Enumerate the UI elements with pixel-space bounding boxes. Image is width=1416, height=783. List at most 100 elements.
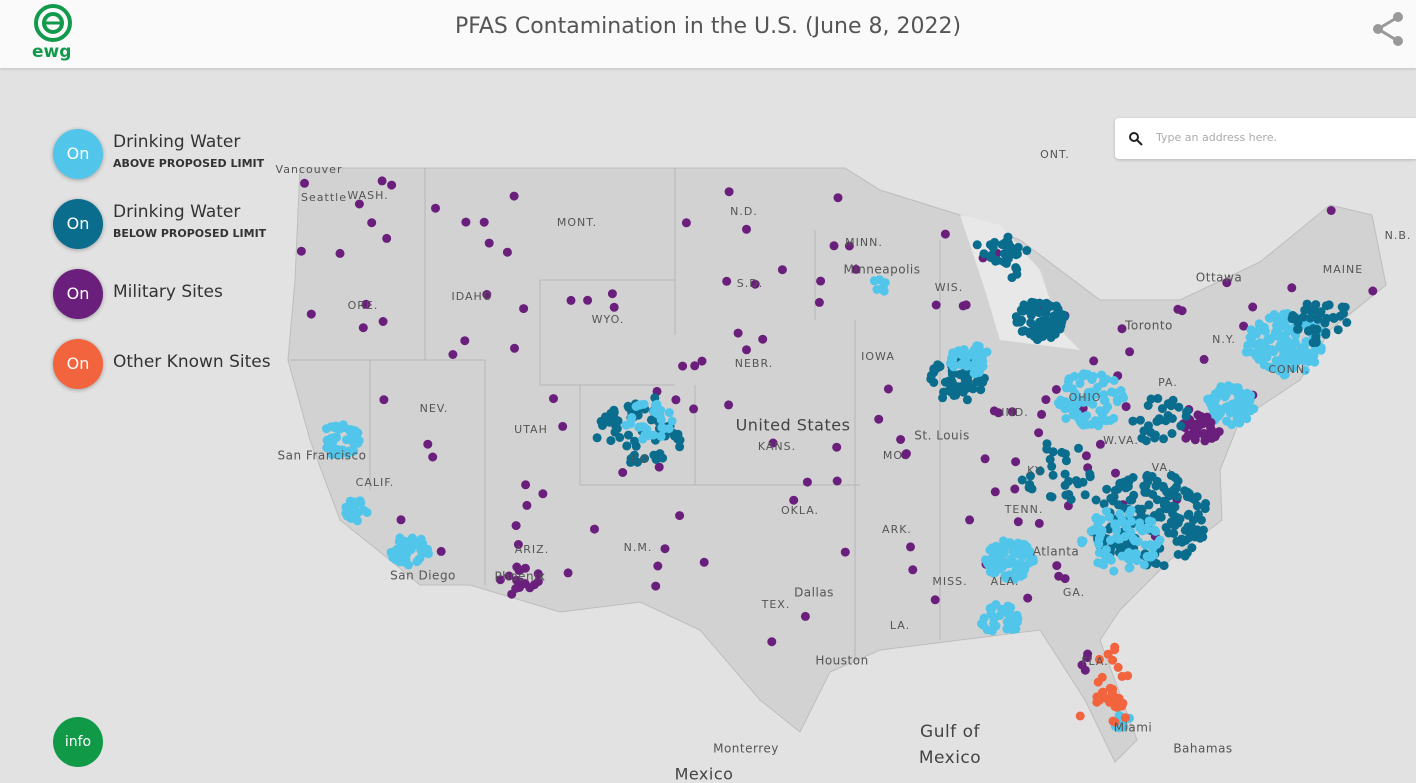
site-marker: [1167, 501, 1177, 511]
site-marker: [660, 544, 670, 554]
info-button[interactable]: info: [53, 717, 103, 767]
site-marker: [724, 187, 734, 197]
site-marker: [1061, 456, 1071, 466]
site-marker: [1275, 366, 1285, 376]
site-marker: [1311, 333, 1321, 343]
site-marker: [549, 394, 558, 404]
site-marker: [1213, 411, 1223, 421]
site-marker: [522, 500, 532, 510]
site-marker: [504, 571, 514, 581]
site-marker: [987, 543, 997, 553]
site-marker: [1281, 322, 1291, 332]
site-marker: [961, 300, 971, 310]
site-marker: [538, 489, 548, 499]
site-marker: [1135, 415, 1145, 425]
toggle-button[interactable]: On: [53, 129, 103, 179]
site-marker: [938, 393, 948, 403]
site-marker: [1252, 348, 1262, 358]
site-marker: [1053, 304, 1063, 314]
site-marker: [1110, 642, 1120, 652]
map-label: GA.: [1063, 586, 1085, 599]
site-marker: [699, 557, 709, 567]
map-label: Houston: [815, 654, 868, 668]
map-label: VA.: [1152, 461, 1173, 474]
site-marker: [1045, 320, 1055, 330]
legend-sublabel: BELOW PROPOSED LIMIT: [113, 227, 267, 240]
page-title: PFAS Contamination in the U.S. (June 8, …: [454, 14, 962, 39]
site-marker: [1045, 454, 1055, 464]
toggle-button[interactable]: On: [53, 269, 103, 319]
site-marker: [1061, 414, 1071, 423]
site-marker: [1002, 244, 1012, 254]
site-marker: [653, 561, 663, 571]
site-marker: [1071, 400, 1080, 410]
site-marker: [1300, 366, 1310, 375]
site-marker: [844, 241, 854, 251]
site-marker: [950, 350, 959, 360]
map-label: S.D.: [737, 277, 763, 290]
site-marker: [1005, 609, 1015, 619]
site-marker: [322, 443, 332, 453]
site-marker: [971, 346, 981, 356]
site-marker: [306, 309, 316, 319]
search-box[interactable]: Type an address here.: [1115, 118, 1416, 159]
map-label: Bahamas: [1173, 742, 1232, 756]
site-marker: [1245, 333, 1255, 342]
map-label: CO: [631, 453, 649, 466]
site-marker: [1329, 314, 1339, 323]
site-marker: [342, 435, 351, 445]
site-marker: [1289, 355, 1299, 365]
map-label: Gulf of: [920, 722, 980, 742]
site-marker: [592, 433, 602, 443]
site-marker: [415, 553, 425, 563]
site-marker: [1186, 493, 1196, 503]
site-marker: [1077, 396, 1087, 406]
map-label: OHIO: [1069, 391, 1102, 404]
legend-label: Other Known Sites: [113, 352, 271, 372]
site-marker: [624, 430, 633, 440]
site-marker: [509, 191, 519, 201]
site-marker: [1023, 593, 1033, 603]
site-marker: [1051, 385, 1061, 394]
share-button[interactable]: [1370, 11, 1406, 47]
site-marker: [1305, 313, 1315, 323]
site-marker: [1248, 302, 1258, 312]
site-marker: [646, 415, 656, 425]
legend-item: On Other Known Sites: [53, 339, 293, 391]
toggle-button[interactable]: On: [53, 199, 103, 249]
toggle-button[interactable]: On: [53, 339, 103, 389]
site-marker: [1082, 653, 1092, 663]
site-marker: [1100, 396, 1110, 406]
site-marker: [1017, 315, 1027, 325]
site-marker: [1099, 560, 1109, 570]
site-marker: [1109, 388, 1119, 398]
site-marker: [990, 487, 1000, 497]
site-marker: [1119, 393, 1128, 403]
site-marker: [1109, 376, 1119, 385]
site-marker: [1034, 319, 1044, 329]
site-marker: [932, 363, 942, 373]
site-marker: [1144, 500, 1154, 510]
site-marker: [423, 549, 433, 559]
site-marker: [1125, 555, 1135, 565]
site-marker: [1161, 416, 1171, 426]
site-marker: [448, 350, 458, 359]
map-label: San Francisco: [278, 449, 367, 463]
site-marker: [336, 423, 346, 432]
site-marker: [1109, 492, 1119, 502]
site-marker: [1029, 556, 1038, 566]
site-marker: [1199, 354, 1209, 364]
map-label: MAINE: [1323, 263, 1363, 276]
site-marker: [1159, 434, 1168, 444]
site-marker: [690, 361, 700, 371]
site-marker: [1124, 548, 1134, 557]
site-marker: [1013, 517, 1023, 527]
site-marker: [789, 495, 799, 505]
site-marker: [436, 546, 446, 556]
site-marker: [675, 435, 685, 445]
site-marker: [1312, 324, 1322, 334]
site-marker: [1173, 550, 1183, 559]
site-marker: [1093, 677, 1103, 687]
site-marker: [345, 496, 355, 506]
map-label: San Diego: [390, 569, 456, 583]
